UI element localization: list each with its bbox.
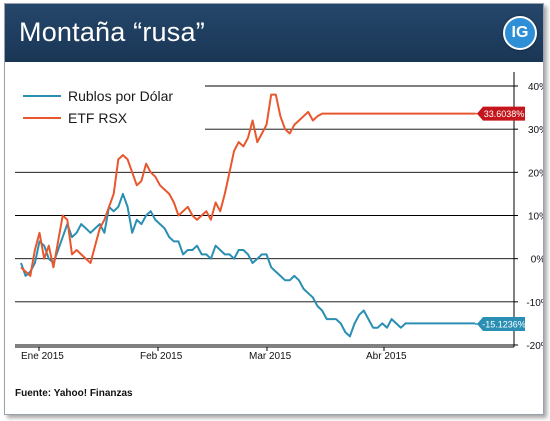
source-note: Fuente: Yahoo! Finanzas <box>15 388 133 399</box>
y-tick-label: 20% <box>528 168 543 179</box>
x-tick-label: Abr 2015 <box>366 351 407 362</box>
y-tick-label: 10% <box>528 212 543 223</box>
y-tick-label: -10% <box>526 298 543 309</box>
chart-header: Montaña “rusa” IG <box>5 4 543 62</box>
x-tick-label: Mar 2015 <box>249 351 292 362</box>
legend-etf-rsx-label: ETF RSX <box>68 110 128 126</box>
x-tick-label: Feb 2015 <box>140 351 183 362</box>
ig-logo-icon: IG <box>503 16 537 50</box>
rublos-end-tag <box>477 316 525 331</box>
etf-rsx-series-line <box>20 93 475 277</box>
rublos-end-label: -15.1236% <box>482 319 526 329</box>
legend-rublos-label: Rublos por Dólar <box>68 88 173 104</box>
etf-rsx-end-tag <box>477 106 525 121</box>
y-tick-label: -20% <box>526 341 543 352</box>
rublos-series-line <box>20 192 475 338</box>
y-tick-label: 40% <box>528 82 543 93</box>
chart-title: Montaña “rusa” <box>19 17 205 47</box>
y-tick-label: 30% <box>528 125 543 136</box>
chart-frame: Montaña “rusa” IG 40% 30% 20% 10% 0% -10% -20%… <box>4 3 544 415</box>
y-tick-label: 0% <box>531 255 543 266</box>
etf-rsx-end-label: 33.6038% <box>484 109 525 119</box>
x-tick-label: Ene 2015 <box>21 351 64 362</box>
chart-plot: 40% 30% 20% 10% 0% -10% -20% Ene 2015 Feb 2015 Ma… <box>15 72 543 362</box>
